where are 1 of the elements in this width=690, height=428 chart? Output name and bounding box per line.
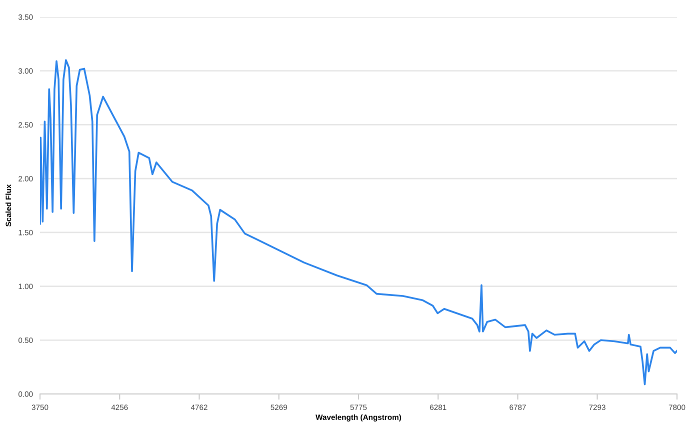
- line-series: [40, 59, 677, 386]
